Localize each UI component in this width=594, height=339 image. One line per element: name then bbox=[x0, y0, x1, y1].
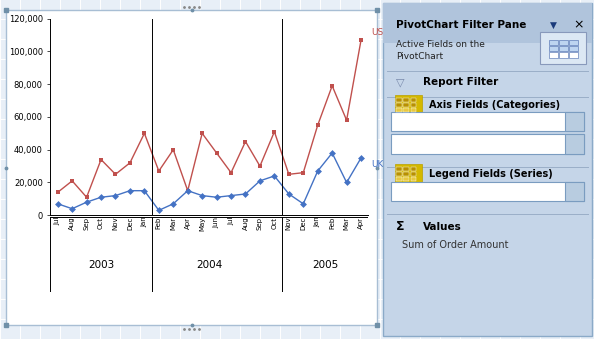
Bar bbox=[410, 177, 416, 181]
Bar bbox=[396, 167, 402, 171]
Bar bbox=[565, 112, 584, 131]
Bar bbox=[410, 108, 416, 112]
Bar bbox=[403, 103, 409, 107]
Bar bbox=[396, 108, 402, 112]
Bar bbox=[565, 182, 584, 201]
FancyBboxPatch shape bbox=[540, 32, 586, 64]
Bar bbox=[396, 98, 402, 102]
Bar bbox=[410, 103, 416, 107]
Bar bbox=[549, 52, 558, 58]
Text: Σ: Σ bbox=[396, 220, 404, 233]
Bar bbox=[549, 46, 558, 51]
Bar bbox=[403, 167, 409, 171]
Bar bbox=[410, 98, 416, 102]
Bar bbox=[396, 103, 402, 107]
Bar bbox=[403, 172, 409, 176]
Text: USA: USA bbox=[371, 28, 390, 38]
Text: ▼: ▼ bbox=[571, 139, 577, 148]
Text: UK: UK bbox=[371, 160, 384, 168]
Bar bbox=[403, 108, 409, 112]
Bar bbox=[403, 98, 409, 102]
Text: ×: × bbox=[573, 19, 584, 32]
Bar bbox=[560, 40, 568, 45]
Text: Years: Years bbox=[402, 117, 428, 127]
Bar bbox=[391, 112, 584, 131]
Bar bbox=[570, 40, 578, 45]
Bar bbox=[410, 172, 416, 176]
Text: Order Date: Order Date bbox=[402, 139, 456, 149]
Text: Country: Country bbox=[402, 186, 441, 196]
Text: Values: Values bbox=[423, 222, 462, 232]
Bar bbox=[396, 177, 402, 181]
Text: PivotChart Filter Pane: PivotChart Filter Pane bbox=[396, 20, 526, 30]
Text: Legend Fields (Series): Legend Fields (Series) bbox=[429, 169, 553, 179]
Text: Report Filter: Report Filter bbox=[423, 77, 498, 87]
Bar bbox=[391, 182, 584, 201]
Bar bbox=[560, 46, 568, 51]
Bar bbox=[570, 52, 578, 58]
Text: ▼: ▼ bbox=[551, 20, 557, 29]
FancyBboxPatch shape bbox=[394, 164, 422, 183]
Text: ▼: ▼ bbox=[571, 187, 577, 196]
FancyBboxPatch shape bbox=[394, 95, 422, 115]
Text: Axis Fields (Categories): Axis Fields (Categories) bbox=[429, 100, 560, 110]
Text: 2003: 2003 bbox=[88, 260, 114, 271]
Bar bbox=[391, 134, 584, 154]
Bar bbox=[396, 172, 402, 176]
Bar bbox=[410, 167, 416, 171]
Text: Active Fields on the
PivotChart: Active Fields on the PivotChart bbox=[396, 40, 485, 61]
Text: 2004: 2004 bbox=[196, 260, 223, 271]
Text: ▽: ▽ bbox=[396, 77, 404, 87]
Bar bbox=[565, 134, 584, 154]
Bar bbox=[403, 177, 409, 181]
Text: Sum of Order Amount: Sum of Order Amount bbox=[402, 240, 508, 250]
Bar bbox=[570, 46, 578, 51]
Text: 2005: 2005 bbox=[312, 260, 338, 271]
Bar bbox=[560, 52, 568, 58]
Bar bbox=[549, 40, 558, 45]
Text: ▼: ▼ bbox=[571, 117, 577, 126]
